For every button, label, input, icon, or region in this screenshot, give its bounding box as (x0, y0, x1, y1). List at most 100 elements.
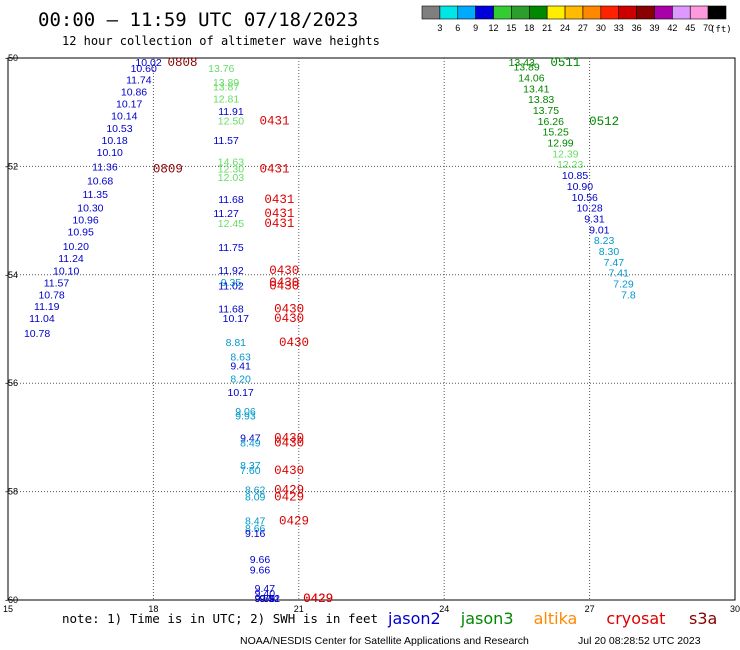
colorbar-unit: (ft) (710, 25, 732, 35)
wave-height-label: 9.72 (260, 593, 281, 605)
y-tick-label: -58 (5, 487, 18, 497)
colorbar-tick-label: 3 (437, 23, 442, 33)
cycle-id-label: 0430 (274, 436, 304, 450)
x-tick-label: 15 (3, 604, 13, 614)
y-tick-label: -56 (5, 378, 18, 388)
wave-height-label: 16.26 (538, 116, 564, 128)
wave-height-label: 9.01 (589, 224, 610, 236)
y-tick-label: -60 (5, 595, 18, 605)
wave-height-label: 9.35 (221, 277, 242, 289)
legend-item-cryosat: cryosat (606, 609, 665, 628)
cycle-id-label: 0430 (279, 336, 309, 350)
grid-lines (8, 58, 735, 600)
wave-height-label: 9.66 (250, 565, 271, 577)
legend-item-jason3: jason3 (460, 609, 514, 628)
wave-height-label: 9.47 (255, 583, 276, 595)
wave-height-label: 14.06 (518, 73, 544, 85)
wave-height-label: 9.59 (255, 593, 276, 605)
wave-height-label: 10.68 (87, 175, 113, 187)
wave-height-label: 11.27 (213, 208, 239, 220)
wave-height-label: 9.40 (255, 588, 276, 600)
wave-height-label: 11.57 (44, 277, 70, 289)
wave-height-label: 13.83 (528, 94, 554, 106)
page-subtitle: 12 hour collection of altimeter wave hei… (62, 34, 380, 48)
wave-height-label: 8.37 (240, 460, 261, 472)
x-tick-label: 24 (439, 604, 449, 614)
x-axis-ticks: 15 18 21 24 27 30 (3, 604, 740, 614)
x-tick-label: 18 (148, 604, 158, 614)
cycle-id-label: 0429 (303, 592, 333, 606)
cycle-id-label: 0431 (260, 163, 290, 177)
wave-height-label: 10.14 (111, 110, 137, 122)
wave-height-label: 12.23 (557, 159, 583, 171)
y-tick-label: -50 (5, 53, 18, 63)
cycle-id-label: 0430 (274, 464, 304, 478)
wave-height-label: 9.51 (260, 593, 281, 605)
cycle-id-label: 0429 (279, 514, 309, 528)
colorbar-swatch (689, 5, 709, 20)
wave-height-label: 11.91 (218, 106, 244, 118)
y-tick-label: -54 (5, 270, 18, 280)
wave-height-label: 11.57 (213, 135, 239, 147)
wave-height-label: 12.39 (552, 148, 578, 160)
wave-height-label: 10.86 (121, 87, 147, 99)
colorbar-tick-label: 33 (614, 23, 624, 33)
colorbar-tick-label: 18 (524, 23, 534, 33)
cycle-id-label: 0430 (274, 302, 304, 316)
wave-height-label: 9.16 (245, 528, 266, 540)
wave-height-label: 10.18 (101, 135, 127, 147)
wave-height-label: 9.66 (250, 554, 271, 566)
cycle-id-label: 0429 (274, 483, 304, 497)
cycle-id-label: 0431 (264, 207, 294, 221)
plot-frame (7, 57, 736, 601)
wave-height-label: 11.74 (126, 75, 152, 87)
wave-height-label: 8.47 (245, 515, 266, 527)
wave-height-label: 10.17 (223, 313, 249, 325)
colorbar-swatch (654, 5, 673, 20)
wave-height-label: 13.87 (213, 82, 239, 94)
wave-height-label: 11.19 (34, 301, 60, 313)
colorbar-swatch (618, 5, 637, 20)
wave-height-label: 13.43 (509, 57, 535, 69)
wave-height-label: 8.66 (245, 523, 266, 535)
wave-height-label: 11.68 (218, 194, 244, 206)
colorbar-tick-label: 27 (578, 23, 588, 33)
cycle-id-label: 0430 (269, 276, 299, 290)
colorbar-tick-label: 15 (506, 23, 516, 33)
wave-height-label: 9.93 (235, 411, 256, 423)
x-tick-label: 27 (585, 604, 595, 614)
cycle-id-label: 0511 (550, 56, 580, 70)
wave-height-label: 7.47 (604, 257, 625, 269)
wave-height-label: 8.63 (230, 352, 251, 364)
cycle-id-label: 0431 (264, 193, 294, 207)
wave-height-label: 9.31 (584, 213, 605, 225)
wave-height-label: 9.41 (230, 360, 251, 372)
colorbar-tick-label: 12 (489, 23, 499, 33)
wave-height-label: 15.25 (543, 127, 569, 139)
wave-height-label: 10.78 (38, 289, 64, 301)
wave-height-label: 10.20 (63, 241, 89, 253)
wave-height-label: 10.53 (106, 123, 132, 135)
colorbar-tick-label: 21 (542, 23, 552, 33)
colorbar-swatch (528, 5, 548, 20)
wave-height-label: 11.02 (218, 281, 244, 293)
wave-height-label: 10.28 (576, 203, 602, 215)
wave-height-label: 10.30 (77, 203, 103, 215)
cycle-id-label: 0809 (153, 163, 183, 177)
cycle-id-label: 0430 (269, 264, 299, 278)
wave-height-label: 11.04 (29, 313, 55, 325)
colorbar-swatch (511, 5, 530, 20)
wave-height-label: 10.60 (131, 63, 157, 75)
colorbar-tick-label: 39 (649, 23, 659, 33)
colorbar-tick-label: 6 (455, 23, 460, 33)
wave-height-label: 12.99 (547, 138, 573, 150)
wave-height-label: 10.95 (68, 226, 94, 238)
wave-height-label: 7.8 (621, 289, 636, 301)
wave-height-label: 10.10 (97, 147, 123, 159)
wave-height-label: 11.24 (58, 253, 84, 265)
wave-height-label: 11.92 (218, 265, 244, 277)
cycle-id-label: 0808 (167, 56, 197, 70)
wave-height-label: 13.89 (213, 77, 239, 89)
wave-height-label: 12.03 (218, 172, 244, 184)
